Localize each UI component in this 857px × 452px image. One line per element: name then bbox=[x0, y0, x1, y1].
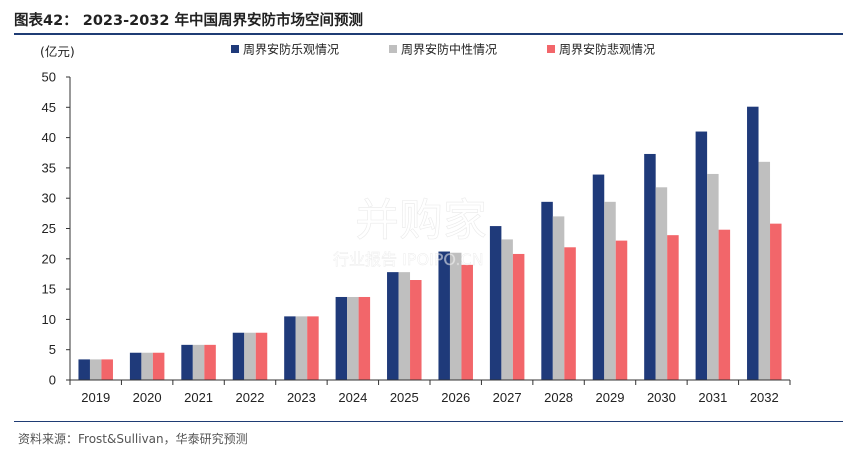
bar-2025-series-2 bbox=[398, 272, 411, 380]
bar-2026-series-2 bbox=[449, 252, 462, 380]
x-tick-label: 2032 bbox=[750, 390, 779, 405]
source-note: 资料来源：Frost&Sullivan，华泰研究预测 bbox=[18, 432, 248, 446]
x-tick-label: 2030 bbox=[647, 390, 676, 405]
y-tick-label: 15 bbox=[42, 282, 56, 297]
x-tick-label: 2028 bbox=[544, 390, 573, 405]
bar-2022-series-3 bbox=[255, 332, 268, 380]
bar-2021-series-1 bbox=[181, 344, 193, 380]
bar-2024-series-3 bbox=[358, 296, 371, 380]
bar-2019-series-3 bbox=[101, 359, 113, 380]
y-tick-label: 20 bbox=[42, 251, 56, 266]
y-tick-label: 25 bbox=[42, 221, 56, 236]
y-tick-label: 40 bbox=[42, 130, 56, 145]
x-tick-label: 2021 bbox=[184, 390, 213, 405]
legend-label: 周界安防中性情况 bbox=[401, 42, 497, 57]
legend-swatch bbox=[389, 45, 397, 53]
x-tick-label: 2020 bbox=[133, 390, 162, 405]
bar-2028-series-3 bbox=[564, 247, 576, 380]
x-tick-label: 2027 bbox=[493, 390, 522, 405]
y-tick-label: 5 bbox=[49, 342, 56, 357]
x-tick-label: 2022 bbox=[236, 390, 265, 405]
bar-2031-series-3 bbox=[718, 229, 731, 380]
x-tick-label: 2026 bbox=[441, 390, 470, 405]
bar-2027-series-3 bbox=[512, 253, 525, 380]
x-tick-label: 2029 bbox=[596, 390, 625, 405]
y-axis-unit-label: (亿元) bbox=[40, 44, 75, 59]
bar-2025-series-3 bbox=[410, 280, 422, 380]
bar-2023-series-2 bbox=[295, 316, 308, 380]
legend-swatch bbox=[547, 45, 555, 53]
y-tick-label: 50 bbox=[42, 70, 56, 85]
source-rule bbox=[14, 421, 843, 422]
bar-2020-series-2 bbox=[141, 352, 153, 380]
legend-swatch bbox=[231, 45, 239, 53]
bar-2022-series-2 bbox=[244, 332, 256, 380]
watermark: 并购家 行业报告 IPOIPO.CN bbox=[328, 190, 487, 269]
bar-2030-series-2 bbox=[655, 187, 668, 380]
bar-2020-series-1 bbox=[129, 352, 142, 380]
x-tick-label: 2024 bbox=[338, 390, 367, 405]
bar-2023-series-3 bbox=[307, 316, 319, 380]
bar-series bbox=[78, 106, 782, 380]
y-tick-label: 0 bbox=[49, 373, 56, 388]
bar-2024-series-1 bbox=[335, 296, 348, 380]
legend-label: 周界安防悲观情况 bbox=[559, 42, 655, 57]
bar-2019-series-2 bbox=[89, 359, 102, 380]
x-tick-label: 2023 bbox=[287, 390, 316, 405]
bar-2019-series-1 bbox=[78, 359, 90, 380]
bar-2028-series-1 bbox=[541, 201, 553, 380]
bar-2031-series-2 bbox=[707, 173, 719, 380]
x-axis: 2019 2020 2021 2022 2023 2024 2025 2026 2027 2028… bbox=[69, 379, 791, 405]
bar-2029-series-3 bbox=[615, 240, 628, 380]
bar-2027-series-2 bbox=[501, 239, 513, 380]
watermark-text: 并购家 bbox=[355, 195, 487, 246]
legend-label: 周界安防乐观情况 bbox=[243, 42, 339, 57]
bar-2030-series-1 bbox=[644, 153, 656, 380]
y-tick-label: 45 bbox=[42, 100, 56, 115]
bar-2030-series-3 bbox=[667, 235, 679, 380]
title-rule bbox=[14, 33, 843, 35]
bar-2031-series-1 bbox=[695, 131, 708, 380]
bar-2032-series-1 bbox=[747, 106, 759, 380]
x-tick-label: 2019 bbox=[81, 390, 110, 405]
bar-2029-series-2 bbox=[604, 201, 616, 380]
bar-2032-series-3 bbox=[770, 223, 782, 380]
bar-2029-series-1 bbox=[592, 174, 605, 380]
bar-2032-series-2 bbox=[758, 161, 771, 380]
y-tick-label: 35 bbox=[42, 160, 56, 175]
x-tick-label: 2025 bbox=[390, 390, 419, 405]
y-axis: 0 5 10 15 20 25 30 35 40 45 50 bbox=[42, 70, 71, 388]
bar-2025-series-1 bbox=[387, 272, 399, 380]
bar-2026-series-3 bbox=[461, 264, 473, 380]
bar-chart: (亿元) 周界安防乐观情况 周界安防中性情况 周界安防悲观情况 0510152025… bbox=[40, 42, 791, 405]
bar-2028-series-2 bbox=[552, 216, 565, 380]
bar-2022-series-1 bbox=[232, 332, 245, 380]
x-tick-label: 2031 bbox=[698, 390, 727, 405]
y-tick-label: 30 bbox=[42, 191, 56, 206]
bar-2021-series-3 bbox=[204, 344, 216, 380]
bar-2023-series-1 bbox=[284, 316, 296, 380]
chart-legend: 周界安防乐观情况 周界安防中性情况 周界安防悲观情况 bbox=[231, 42, 655, 57]
bar-2027-series-1 bbox=[489, 226, 502, 380]
figure-title: 图表42： 2023-2032 年中国周界安防市场空间预测 bbox=[14, 13, 364, 29]
bar-2021-series-2 bbox=[192, 344, 205, 380]
bar-2026-series-1 bbox=[438, 251, 450, 380]
bar-2020-series-3 bbox=[152, 352, 165, 380]
y-tick-label: 10 bbox=[42, 312, 56, 327]
bar-2024-series-2 bbox=[347, 296, 359, 380]
watermark-subtext: 行业报告 IPOIPO.CN bbox=[333, 250, 484, 269]
watermark-logo-icon bbox=[328, 190, 352, 240]
